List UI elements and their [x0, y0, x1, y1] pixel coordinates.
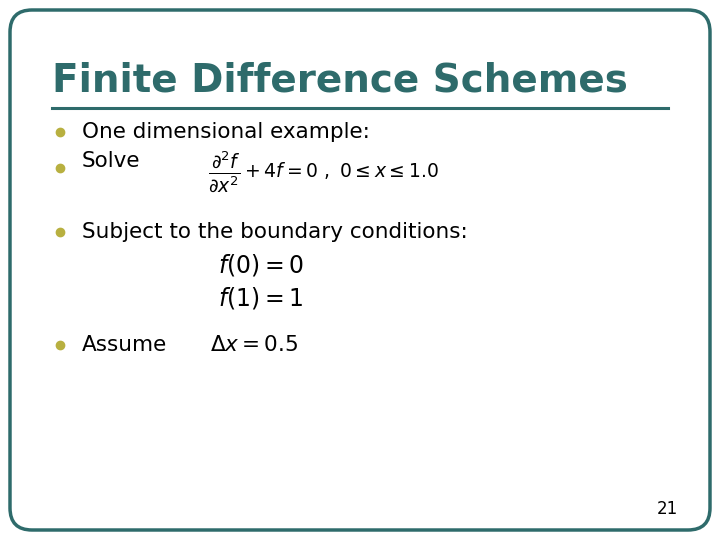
Text: $f(1)=1$: $f(1)=1$ [218, 285, 304, 311]
FancyBboxPatch shape [10, 10, 710, 530]
Text: Finite Difference Schemes: Finite Difference Schemes [52, 62, 628, 100]
Text: $\dfrac{\partial^2 f}{\partial x^2}+4f=0\ ,\ 0 \leq x \leq 1.0$: $\dfrac{\partial^2 f}{\partial x^2}+4f=0… [208, 150, 438, 194]
Text: One dimensional example:: One dimensional example: [82, 122, 370, 142]
Text: Assume: Assume [82, 335, 167, 355]
Text: Subject to the boundary conditions:: Subject to the boundary conditions: [82, 222, 468, 242]
Text: $\Delta x = 0.5$: $\Delta x = 0.5$ [210, 335, 298, 355]
Text: Solve: Solve [82, 151, 140, 171]
Text: $f(0)=0$: $f(0)=0$ [218, 252, 304, 278]
Text: 21: 21 [657, 500, 678, 518]
